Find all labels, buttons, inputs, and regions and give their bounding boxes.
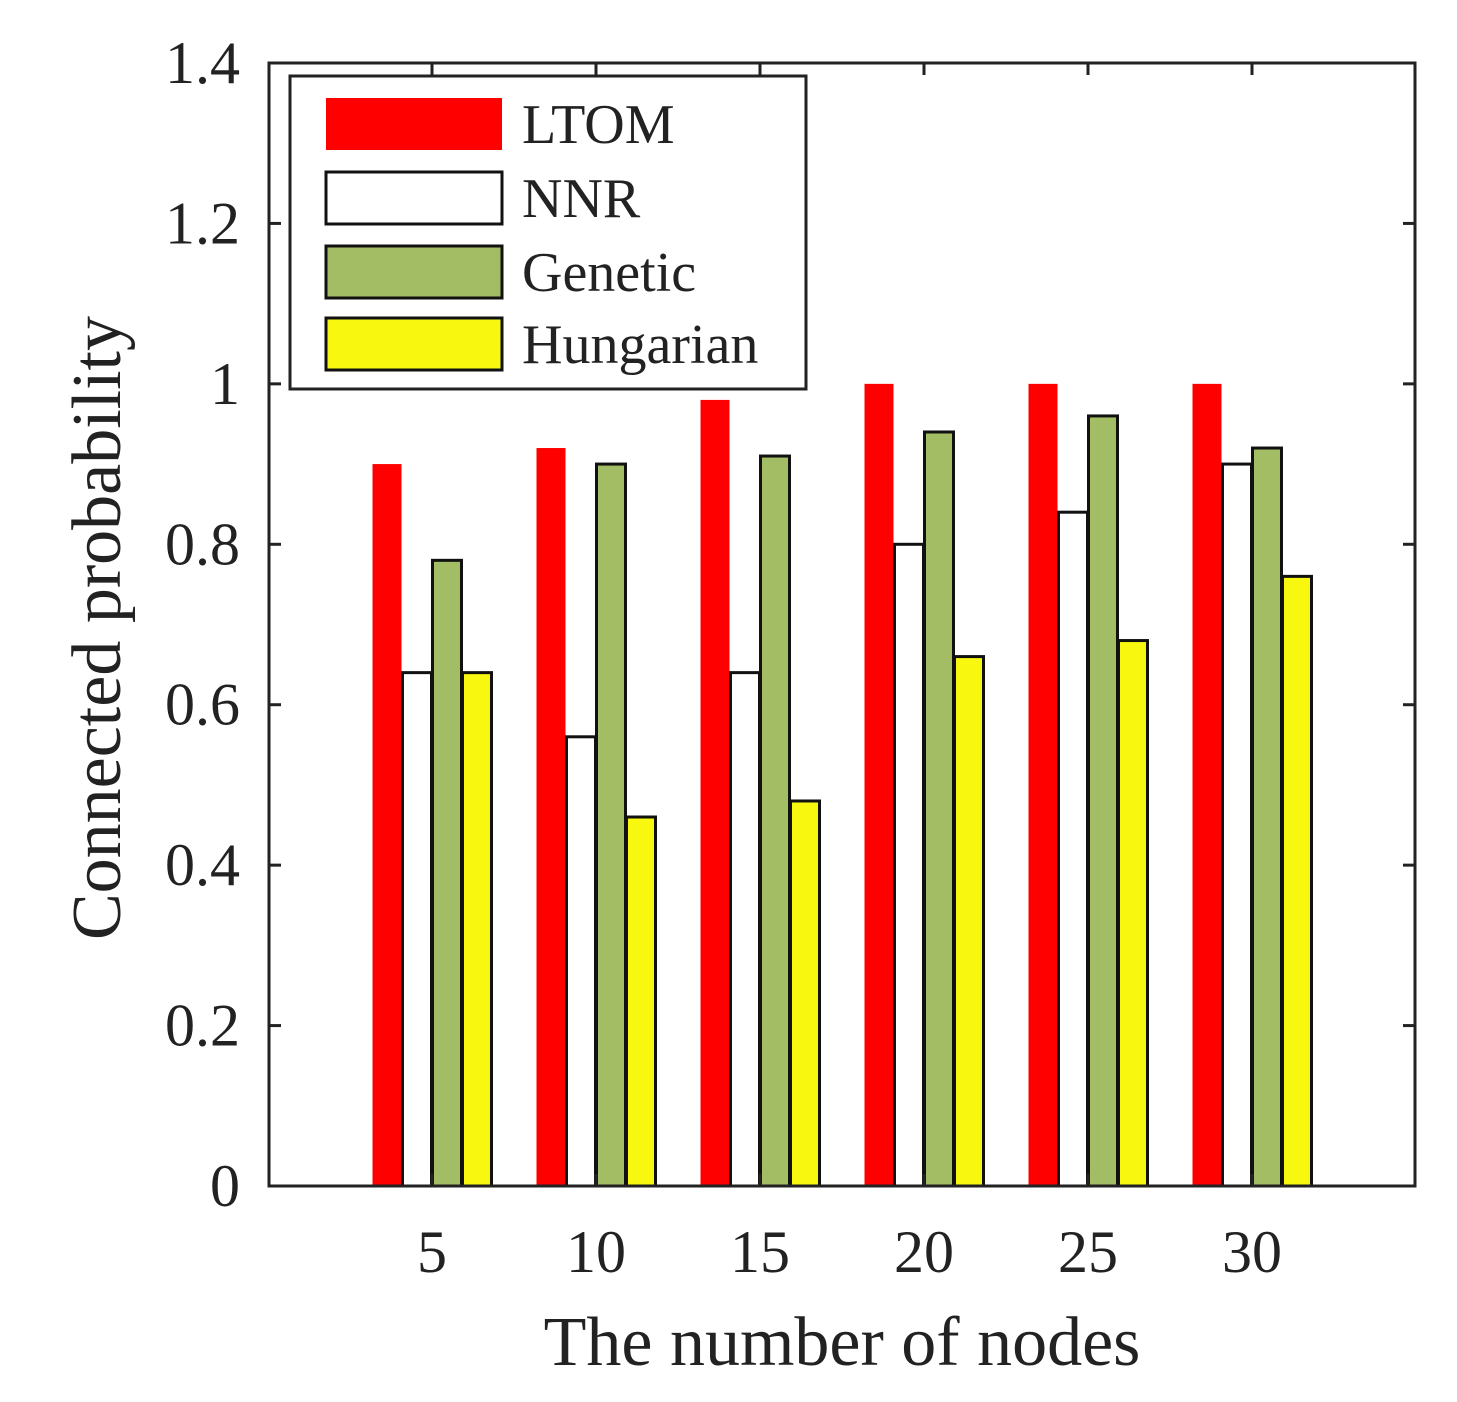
y-tick-label: 0.4 <box>165 832 240 898</box>
x-ticks-group: 5 10 15 20 25 30 <box>417 63 1282 1285</box>
bar-genetic-25 <box>1087 414 1119 1188</box>
bar-genetic-20 <box>923 430 955 1188</box>
bar-hungarian-5 <box>461 671 493 1188</box>
legend-label-nnr: NNR <box>522 168 641 230</box>
bar-nnr-20 <box>893 542 925 1188</box>
bar-hungarian-25 <box>1117 639 1149 1188</box>
bar-ltom-5 <box>372 464 402 1187</box>
bar-ltom-20 <box>864 383 894 1186</box>
y-tick-label: 1 <box>210 351 240 417</box>
x-tick-label: 25 <box>1058 1219 1118 1285</box>
y-tick-label: 0.8 <box>165 511 240 577</box>
y-tick-label: 1.4 <box>165 30 240 96</box>
x-tick-label: 20 <box>894 1219 954 1285</box>
bar-nnr-30 <box>1221 462 1253 1188</box>
legend-label-genetic: Genetic <box>522 242 696 304</box>
legend-label-ltom: LTOM <box>522 94 675 156</box>
x-axis-label: The number of nodes <box>544 1304 1141 1381</box>
legend-swatch-hungarian <box>324 316 504 372</box>
legend-swatch-genetic <box>324 244 504 300</box>
bar-nnr-25 <box>1057 510 1089 1188</box>
bar-genetic-30 <box>1251 446 1283 1188</box>
y-axis-label: Connected probability <box>59 316 136 940</box>
y-tick-label: 0 <box>210 1153 240 1219</box>
bar-nnr-15 <box>729 671 761 1188</box>
axes-group <box>267 61 1417 1188</box>
y-tick-label: 0.2 <box>165 993 240 1059</box>
bar-ltom-10 <box>536 448 566 1186</box>
bar-ltom-25 <box>1028 383 1058 1186</box>
bar-hungarian-15 <box>789 799 821 1188</box>
x-tick-label: 10 <box>566 1219 626 1285</box>
bar-nnr-10 <box>565 735 597 1188</box>
y-ticks-group: 0 0.2 0.4 0.6 0.8 1 1.2 1.4 <box>165 30 1415 1219</box>
bars-group <box>372 383 1313 1188</box>
bar-nnr-5 <box>401 671 433 1188</box>
bar-hungarian-10 <box>625 815 657 1188</box>
x-tick-label: 15 <box>730 1219 790 1285</box>
bar-ltom-30 <box>1192 383 1222 1186</box>
bar-genetic-10 <box>595 462 627 1188</box>
legend-swatch-ltom <box>326 98 502 150</box>
legend-swatch-nnr <box>324 170 504 226</box>
bar-ltom-15 <box>700 399 730 1186</box>
axes-box <box>267 61 1417 1188</box>
bar-hungarian-20 <box>953 655 985 1188</box>
x-tick-label: 30 <box>1222 1219 1282 1285</box>
legend: LTOM NNR Genetic Hungarian <box>288 74 808 391</box>
legend-label-hungarian: Hungarian <box>522 314 758 376</box>
bar-genetic-15 <box>759 454 791 1188</box>
y-tick-label: 1.2 <box>165 190 240 256</box>
x-tick-label: 5 <box>417 1219 447 1285</box>
bar-hungarian-30 <box>1281 574 1313 1188</box>
bar-genetic-5 <box>431 558 463 1188</box>
y-tick-label: 0.6 <box>165 672 240 738</box>
